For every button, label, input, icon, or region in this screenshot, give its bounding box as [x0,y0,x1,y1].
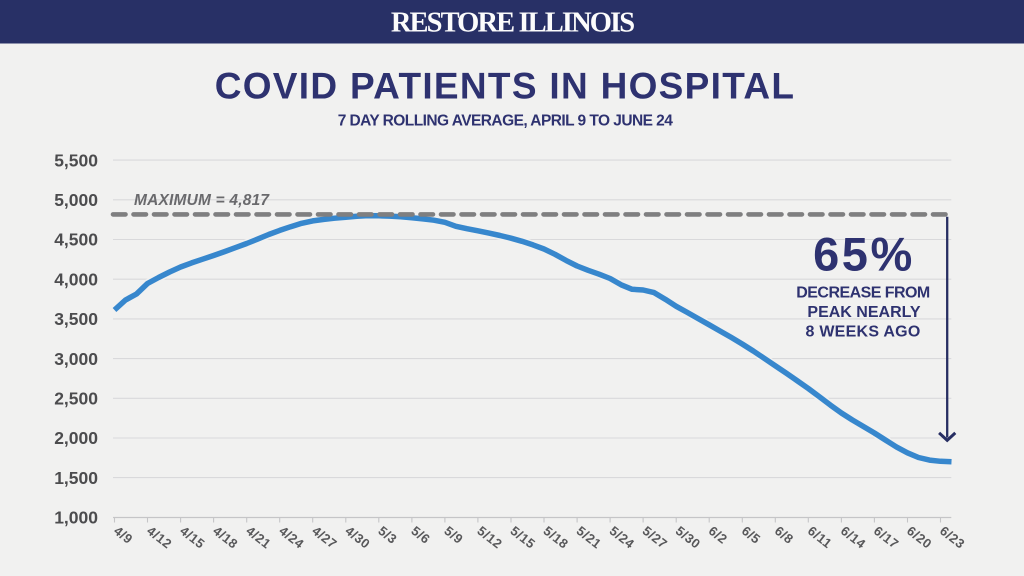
svg-text:1,000: 1,000 [54,508,98,528]
svg-text:3,500: 3,500 [54,309,98,329]
svg-text:1,500: 1,500 [54,468,98,488]
svg-text:5,000: 5,000 [54,190,98,210]
svg-text:5,500: 5,500 [54,150,98,170]
svg-text:RESTORE ILLINOIS: RESTORE ILLINOIS [391,7,634,38]
svg-text:4,500: 4,500 [54,230,98,250]
svg-text:2,500: 2,500 [54,389,98,409]
svg-text:COVID PATIENTS IN HOSPITAL: COVID PATIENTS IN HOSPITAL [215,66,796,107]
svg-text:3,000: 3,000 [54,349,98,369]
svg-text:65%: 65% [813,228,915,281]
svg-text:8 WEEKS AGO: 8 WEEKS AGO [805,324,920,341]
svg-text:2,000: 2,000 [54,428,98,448]
svg-text:MAXIMUM = 4,817: MAXIMUM = 4,817 [134,192,270,209]
svg-text:DECREASE FROM: DECREASE FROM [796,284,930,301]
svg-text:4,000: 4,000 [54,269,98,289]
svg-text:7 DAY ROLLING AVERAGE, APRIL 9: 7 DAY ROLLING AVERAGE, APRIL 9 TO JUNE 2… [338,112,674,129]
svg-text:PEAK NEARLY: PEAK NEARLY [807,304,921,321]
